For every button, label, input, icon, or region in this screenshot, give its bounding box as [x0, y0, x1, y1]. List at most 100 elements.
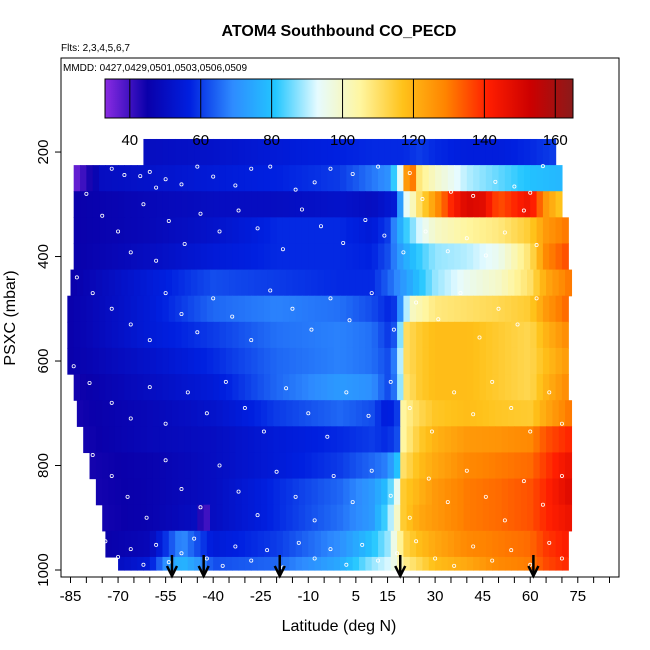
heatmap-cell: [114, 400, 122, 427]
heatmap-cell: [232, 321, 240, 349]
heatmap-cell: [390, 165, 398, 192]
heatmap-cell: [267, 400, 275, 427]
heatmap-cell: [340, 295, 347, 323]
heatmap-cell: [561, 374, 569, 401]
heatmap-cell: [286, 426, 294, 454]
heatmap-cell: [479, 530, 487, 558]
heatmap-cell: [374, 269, 382, 297]
heatmap-cell: [260, 504, 268, 532]
heatmap-cell: [276, 321, 284, 349]
heatmap-cell: [428, 374, 436, 401]
heatmap-cell: [412, 426, 420, 454]
heatmap-cell: [362, 452, 370, 480]
heatmap-cell: [498, 321, 506, 349]
heatmap-cell: [298, 452, 306, 480]
heatmap-cell: [393, 269, 401, 297]
heatmap-cell: [359, 347, 366, 375]
sample-point: [395, 551, 400, 556]
colorbar-tick-label: 140: [472, 132, 497, 149]
heatmap-cell: [371, 321, 379, 349]
heatmap-cell: [124, 530, 132, 558]
heatmap-cell: [86, 165, 94, 192]
heatmap-cell: [251, 138, 259, 166]
heatmap-cell: [241, 426, 249, 454]
heatmap-cell: [200, 321, 208, 349]
heatmap-cell: [92, 191, 100, 218]
y-tick-label: 600: [35, 349, 52, 374]
heatmap-cell: [289, 217, 297, 245]
heatmap-cell: [187, 374, 195, 401]
heatmap-cell: [219, 165, 227, 192]
heatmap-cell: [431, 400, 439, 427]
heatmap-cell: [527, 478, 534, 506]
heatmap-cell: [270, 243, 278, 271]
heatmap-cell: [311, 269, 319, 297]
heatmap-cell: [378, 530, 385, 558]
heatmap-cell: [419, 452, 427, 480]
heatmap-cell: [349, 426, 357, 454]
heatmap-cell: [416, 556, 424, 571]
heatmap-cell: [238, 374, 246, 401]
heatmap-cell: [124, 347, 132, 375]
heatmap-cell: [124, 165, 132, 192]
sample-point: [490, 558, 495, 563]
arrow-marker: [197, 555, 210, 579]
heatmap-cell: [282, 347, 290, 375]
sample-point: [369, 291, 374, 296]
heatmap-cell: [187, 347, 195, 375]
heatmap-cell: [165, 269, 173, 297]
heatmap-cell: [523, 321, 531, 349]
heatmap-cell: [523, 374, 531, 401]
heatmap-cell: [492, 243, 500, 271]
heatmap-cell: [267, 269, 275, 297]
heatmap-cell: [409, 165, 417, 192]
heatmap-cell: [390, 556, 398, 571]
heatmap-cell: [536, 347, 544, 375]
heatmap-cell: [114, 504, 122, 532]
sample-point: [452, 563, 457, 568]
arrow-head: [273, 565, 286, 579]
heatmap-cell: [80, 347, 87, 375]
heatmap-cell: [523, 217, 531, 245]
heatmap-cell: [289, 321, 297, 349]
heatmap-cell: [393, 452, 401, 480]
heatmap-cell: [346, 165, 354, 192]
heatmap-cell: [546, 504, 554, 532]
heatmap-cell: [260, 269, 268, 297]
x-tick-label: -85: [60, 588, 82, 605]
heatmap-cell: [343, 400, 351, 427]
heatmap-cell: [80, 295, 87, 323]
heatmap-cell: [479, 321, 487, 349]
heatmap-cell: [203, 452, 211, 480]
heatmap-cell: [473, 138, 481, 166]
heatmap-cell: [181, 321, 189, 349]
heatmap-cell: [327, 217, 335, 245]
heatmap-cell: [311, 478, 319, 506]
heatmap-cell: [546, 452, 554, 480]
heatmap-cell: [450, 452, 458, 480]
heatmap-cell: [527, 426, 534, 454]
heatmap-cell: [482, 504, 490, 532]
sample-point: [407, 406, 412, 411]
sample-point: [198, 505, 203, 510]
heatmap-cell: [482, 400, 490, 427]
sample-point: [90, 453, 95, 458]
heatmap-cell: [454, 530, 462, 558]
heatmap-cell: [495, 400, 503, 427]
heatmap-cell: [105, 295, 113, 323]
heatmap-cell: [137, 556, 145, 571]
heatmap-cell: [346, 374, 354, 401]
heatmap-cell: [460, 321, 468, 349]
heatmap-cell: [289, 191, 297, 218]
heatmap-cell: [387, 269, 395, 297]
heatmap-cell: [133, 269, 141, 297]
heatmap-cell: [447, 217, 455, 245]
heatmap-cell: [340, 530, 347, 558]
heatmap-cell: [140, 269, 148, 297]
heatmap-cell: [333, 295, 341, 323]
heatmap-cell: [447, 295, 455, 323]
heatmap-cell: [466, 165, 474, 192]
heatmap-cell: [270, 295, 278, 323]
heatmap-cell: [454, 347, 462, 375]
heatmap-cell: [270, 217, 278, 245]
